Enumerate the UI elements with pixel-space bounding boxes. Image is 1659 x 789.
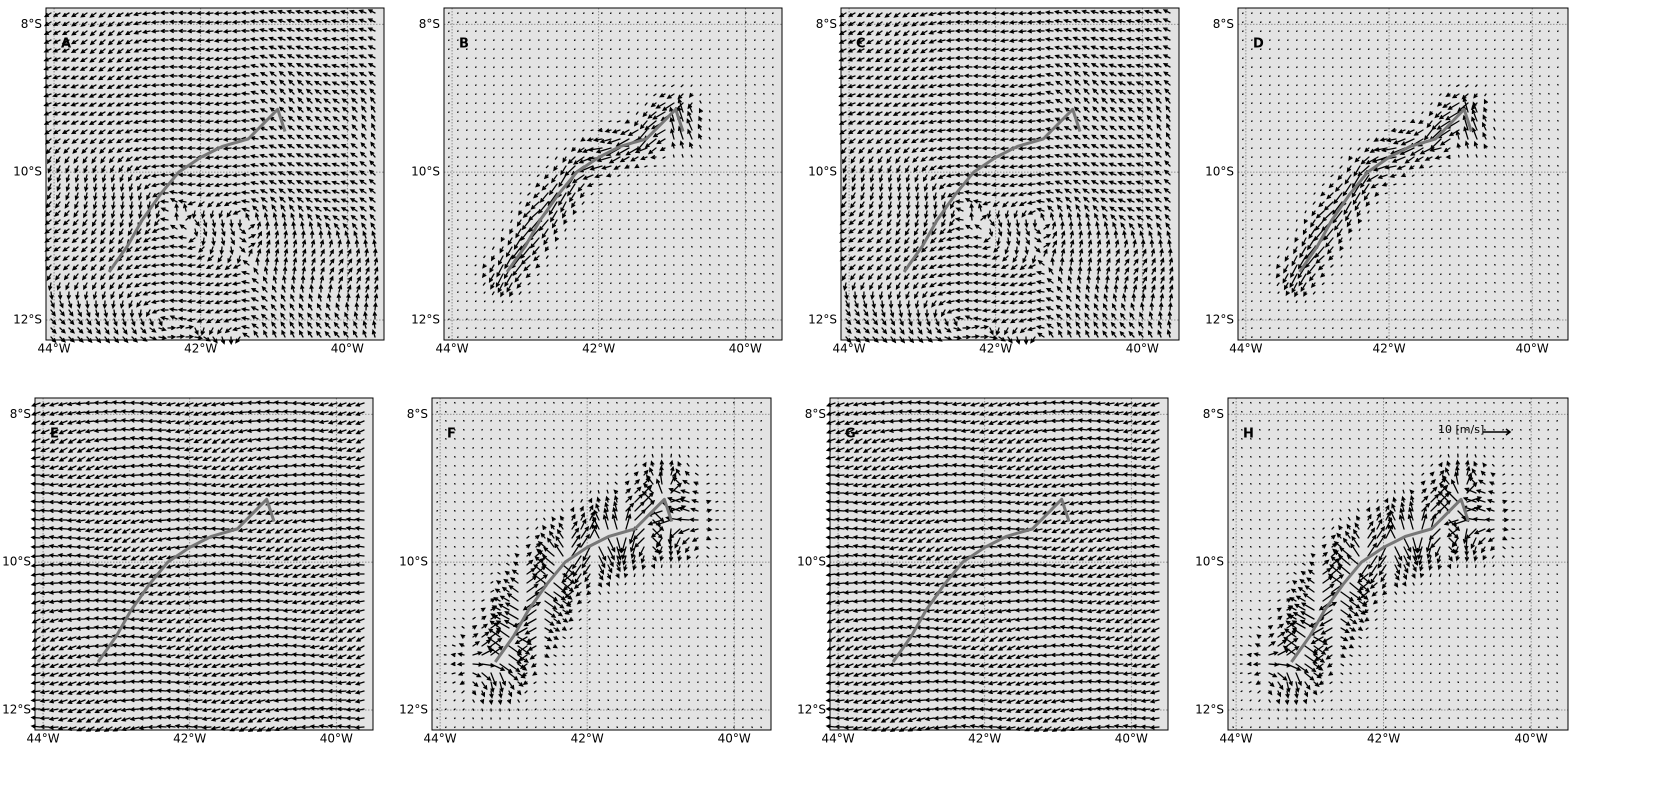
y-tick-label: 8°S [21,17,42,31]
x-tick-label: 40°W [729,342,762,356]
panel-label: A [61,37,71,52]
x-tick-label: 44°W [1220,732,1253,746]
terrain-outline [505,107,685,273]
y-tick-label: 10°S [1195,555,1224,569]
map-panel: 44°W 42°W 40°W 8°S 10°S 12°S F [399,397,772,746]
map-frame [1227,397,1569,731]
map-background [1228,398,1568,730]
x-tick-label: 40°W [718,732,751,746]
panel-label: B [459,37,469,52]
quiver-key-label: 10 [m/s] [1438,423,1484,436]
panel-label: D [1253,37,1264,52]
quiver-key-arrow [1483,428,1512,436]
y-tick-label: 12°S [1195,703,1224,717]
x-tick-label: 44°W [424,732,457,746]
y-tick-label: 8°S [1213,17,1234,31]
y-tick-label: 10°S [808,165,837,179]
map-frame [45,7,385,341]
terrain-outline [494,497,674,663]
y-tick-label: 12°S [797,703,826,717]
x-tick-label: 44°W [821,732,854,746]
x-tick-label: 44°W [37,342,70,356]
wind-vectors [838,9,1174,346]
x-tick-label: 40°W [1515,732,1548,746]
y-tick-label: 10°S [411,165,440,179]
y-tick-label: 8°S [407,407,428,421]
y-tick-label: 12°S [1205,313,1234,327]
y-tick-label: 12°S [411,313,440,327]
map-frame [443,7,783,341]
x-tick-label: 42°W [184,342,217,356]
map-background [432,398,771,730]
wind-vectors [1232,401,1559,729]
map-panel: 44°W 42°W 40°W 8°S 10°S 12°S E [2,397,374,746]
y-tick-label: 8°S [805,407,826,421]
map-background [444,8,782,340]
wind-vectors [825,400,1160,732]
x-tick-label: 44°W [832,342,865,356]
map-panel: 44°W 42°W 40°W 8°S 10°S 12°S C [808,7,1180,356]
x-tick-label: 42°W [968,732,1001,746]
x-tick-label: 42°W [1372,342,1405,356]
y-tick-label: 12°S [13,313,42,327]
y-tick-label: 10°S [2,555,31,569]
terrain-outline [107,107,287,273]
y-tick-label: 10°S [797,555,826,569]
y-tick-label: 8°S [419,17,440,31]
x-tick-label: 40°W [1516,342,1549,356]
y-tick-label: 10°S [13,165,42,179]
map-frame [829,397,1169,731]
y-tick-label: 12°S [399,703,428,717]
terrain-outline [1298,107,1473,273]
map-panel: 44°W 42°W 40°W 8°S 10°S 12°S H 10 [m/s] [1195,397,1569,746]
y-tick-label: 8°S [10,407,31,421]
y-tick-label: 10°S [399,555,428,569]
x-tick-label: 42°W [1367,732,1400,746]
map-panel: 44°W 42°W 40°W 8°S 10°S 12°S B [411,7,783,356]
y-tick-label: 8°S [1203,407,1224,421]
y-tick-label: 8°S [816,17,837,31]
y-tick-label: 12°S [808,313,837,327]
map-panel: 44°W 42°W 40°W 8°S 10°S 12°S A [13,7,385,356]
terrain-outline [96,497,276,663]
map-frame [1237,7,1569,341]
x-tick-label: 40°W [320,732,353,746]
x-tick-label: 44°W [26,732,59,746]
wind-vectors [436,401,763,729]
x-tick-label: 40°W [1115,732,1148,746]
terrain-outline [902,107,1082,273]
x-tick-label: 42°W [979,342,1012,356]
wind-vectors [43,9,379,346]
map-panel: 44°W 42°W 40°W 8°S 10°S 12°S G [797,397,1169,746]
wind-vectors [30,400,365,732]
map-frame [431,397,772,731]
x-tick-label: 44°W [1229,342,1262,356]
map-panel: 44°W 42°W 40°W 8°S 10°S 12°S D [1205,7,1569,356]
x-tick-label: 42°W [582,342,615,356]
wind-vectors [1242,12,1559,339]
y-tick-label: 12°S [2,703,31,717]
y-tick-label: 10°S [1205,165,1234,179]
x-tick-label: 40°W [331,342,364,356]
x-tick-label: 42°W [571,732,604,746]
map-frame [840,7,1180,341]
panel-label: G [845,427,856,442]
terrain-outline [891,497,1071,663]
panel-label: F [447,427,456,442]
terrain-outline [1290,497,1470,663]
panel-label: C [856,37,866,52]
x-tick-label: 42°W [173,732,206,746]
panel-label: E [50,427,59,442]
panel-label: H [1243,427,1254,442]
x-tick-label: 44°W [435,342,468,356]
map-frame [34,397,374,731]
x-tick-label: 40°W [1126,342,1159,356]
